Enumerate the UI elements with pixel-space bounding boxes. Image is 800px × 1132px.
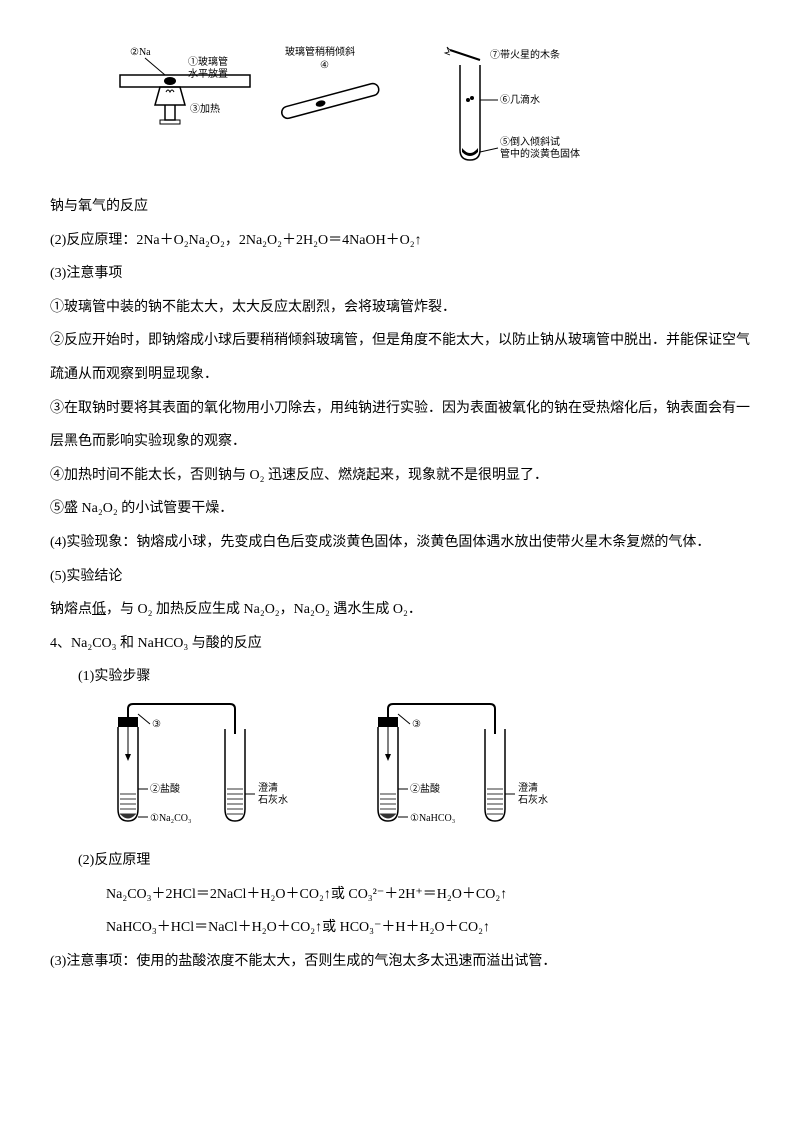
label-tilt: 玻璃管稍稍倾斜 — [285, 45, 355, 58]
label-nahco3: ①NaHCO₃ — [410, 813, 455, 824]
svg-text:④: ④ — [320, 60, 329, 71]
step-heading: (1)实验步骤 — [78, 660, 750, 694]
section-title-2: 4、Na₂CO₃ 和 NaHCO₃ 与酸的反应 — [50, 627, 750, 661]
equation-1: Na₂CO₃＋2HCl＝2NaCl＋H₂O＋CO₂↑或 CO₃²⁻＋2H⁺＝H₂… — [106, 878, 750, 912]
note-2: ②反应开始时，即钠熔成小球后要稍稍倾斜玻璃管，但是角度不能太大，以防止钠从玻璃管… — [50, 324, 750, 391]
label-na: ②Na — [130, 47, 151, 58]
note-4: ④加热时间不能太长，否则钠与 O₂ 迅速反应、燃烧起来，现象就不是很明显了． — [50, 459, 750, 493]
svg-text:石灰水: 石灰水 — [518, 793, 548, 806]
label-heat: ③加热 — [190, 102, 220, 115]
svg-text:石灰水: 石灰水 — [258, 793, 288, 806]
label-limewater-left: 澄清 — [258, 781, 278, 794]
label-splint: ⑦带火星的木条 — [490, 48, 560, 61]
label-tube-horizontal: ①玻璃管 — [188, 55, 228, 68]
conclusion-heading: (5)实验结论 — [50, 560, 750, 594]
diagram-sodium-oxygen: ②Na ①玻璃管 水平放置 ③加热 玻璃管稍稍倾斜 ④ — [110, 40, 750, 180]
notes-2: (3)注意事项：使用的盐酸浓度不能太大，否则生成的气泡太多太迅速而溢出试管． — [50, 945, 750, 979]
notes-heading: (3)注意事项 — [50, 257, 750, 291]
conclusion-a: 钠熔点 — [50, 602, 92, 617]
reaction-principle-2: (2)反应原理 — [78, 844, 750, 878]
conclusion-text: 钠熔点低，与 O₂ 加热反应生成 Na₂O₂，Na₂O₂ 遇水生成 O₂． — [50, 593, 750, 627]
label-hcl-right: ②盐酸 — [410, 782, 440, 795]
label-na2co3: ①Na₂CO₃ — [150, 813, 192, 824]
conclusion-underline: 低 — [92, 602, 106, 617]
label-hcl-left: ②盐酸 — [150, 782, 180, 795]
svg-text:管中的淡黄色固体: 管中的淡黄色固体 — [500, 147, 580, 160]
note-5: ⑤盛 Na₂O₂ 的小试管要干燥． — [50, 492, 750, 526]
label-limewater-right: 澄清 — [518, 781, 538, 794]
reaction-principle: (2)反应原理：2Na＋O₂Na₂O₂，2Na₂O₂＋2H₂O＝4NaOH＋O₂… — [50, 224, 750, 258]
label-3-right: ③ — [412, 719, 421, 730]
equation-2: NaHCO₃＋HCl＝NaCl＋H₂O＋CO₂↑或 HCO₃⁻＋H＋H₂O＋CO… — [106, 911, 750, 945]
diagram-carbonate-acid: ③ ②盐酸 ①Na₂CO₃ 澄清 石灰水 — [90, 699, 750, 839]
section-title-1: 钠与氧气的反应 — [50, 190, 750, 224]
conclusion-b: ，与 O₂ 加热反应生成 Na₂O₂，Na₂O₂ 遇水生成 O₂． — [106, 602, 422, 617]
experiment-phenomenon: (4)实验现象：钠熔成小球，先变成白色后变成淡黄色固体，淡黄色固体遇水放出使带火… — [50, 526, 750, 560]
label-water: ⑥几滴水 — [500, 93, 540, 106]
note-3: ③在取钠时要将其表面的氧化物用小刀除去，用纯钠进行实验．因为表面被氧化的钠在受热… — [50, 392, 750, 459]
note-1: ①玻璃管中装的钠不能太大，太大反应太剧烈，会将玻璃管炸裂． — [50, 291, 750, 325]
label-3-left: ③ — [152, 719, 161, 730]
label-solid: ⑤倒入倾斜试 — [500, 135, 560, 148]
svg-text:水平放置: 水平放置 — [188, 67, 228, 80]
